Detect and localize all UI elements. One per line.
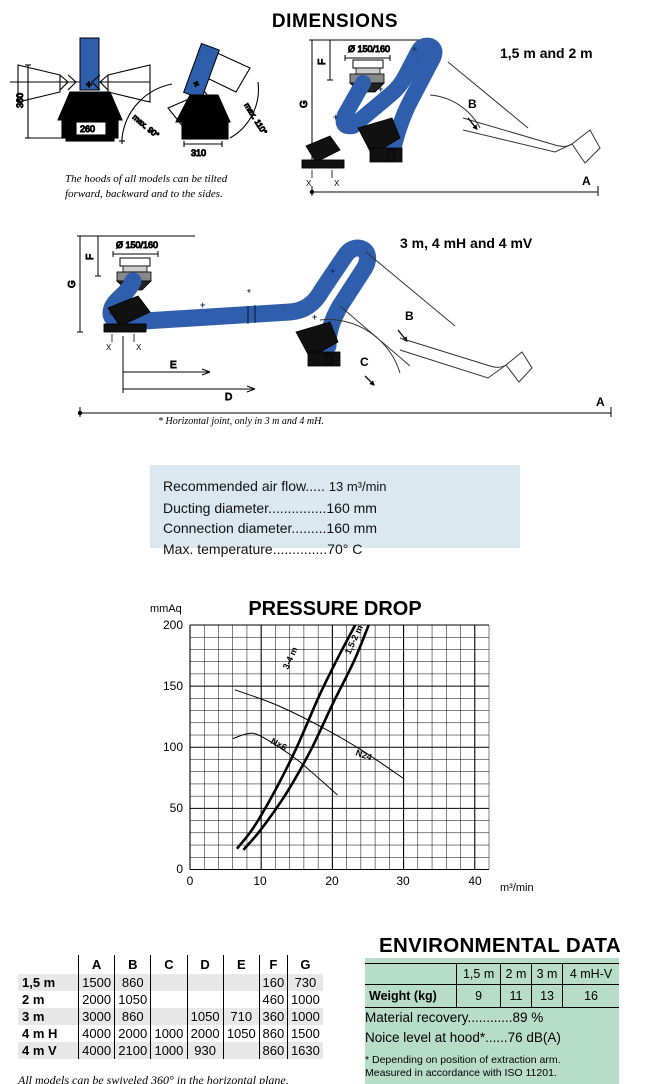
svg-text:X: X <box>306 179 312 188</box>
svg-text:260: 260 <box>80 124 95 134</box>
svg-text:N×6: N×6 <box>269 736 288 753</box>
svg-text:X: X <box>136 343 142 352</box>
svg-text:50: 50 <box>170 801 184 815</box>
svg-text:D: D <box>225 392 232 403</box>
svg-text:10: 10 <box>253 874 267 888</box>
svg-text:C: C <box>360 355 369 369</box>
svg-text:Ø 150/160: Ø 150/160 <box>348 44 390 54</box>
svg-text:+: + <box>312 312 317 322</box>
svg-text:1,5 m and 2 m: 1,5 m and 2 m <box>500 45 593 61</box>
svg-text:X: X <box>334 179 340 188</box>
svg-text:200: 200 <box>163 618 183 632</box>
svg-text:+: + <box>412 44 417 54</box>
svg-text:360: 360 <box>15 93 25 108</box>
svg-text:30: 30 <box>396 874 410 888</box>
svg-text:A: A <box>582 174 591 188</box>
svg-text:100: 100 <box>163 740 183 754</box>
svg-text:X: X <box>106 343 112 352</box>
svg-text:A: A <box>596 395 605 409</box>
svg-text:G: G <box>299 100 310 108</box>
svg-text:* Horizontal joint, only in 3: * Horizontal joint, only in 3 m and 4 mH… <box>158 416 324 427</box>
svg-text:310: 310 <box>191 148 206 158</box>
svg-text:G: G <box>67 280 78 288</box>
svg-text:3 m, 4 mH and 4 mV: 3 m, 4 mH and 4 mV <box>400 235 533 251</box>
svg-text:B: B <box>468 97 477 111</box>
svg-text:+: + <box>86 80 92 91</box>
svg-text:20: 20 <box>325 874 339 888</box>
svg-text:mmAq: mmAq <box>150 603 182 615</box>
svg-text:forward, backward and to the s: forward, backward and to the sides. <box>65 188 223 200</box>
svg-text:N24: N24 <box>354 747 373 762</box>
svg-text:*: * <box>247 288 251 299</box>
svg-text:3-4 m: 3-4 m <box>281 645 300 671</box>
svg-text:+: + <box>378 84 383 94</box>
svg-text:E: E <box>170 360 177 371</box>
svg-text:max. 90°: max. 90° <box>131 113 161 140</box>
svg-text:+: + <box>330 266 335 276</box>
svg-text:F: F <box>317 59 328 65</box>
svg-text:0: 0 <box>187 874 194 888</box>
svg-text:150: 150 <box>163 679 183 693</box>
svg-text:+: + <box>200 300 205 310</box>
svg-text:B: B <box>405 309 414 323</box>
svg-text:40: 40 <box>468 874 482 888</box>
svg-text:+: + <box>333 112 338 122</box>
svg-text:Ø 150/160: Ø 150/160 <box>116 240 158 250</box>
svg-text:F: F <box>85 254 96 260</box>
svg-text:m³/min: m³/min <box>500 882 534 894</box>
svg-text:The hoods of all models can be: The hoods of all models can be tilted <box>65 173 228 185</box>
svg-text:0: 0 <box>176 862 183 876</box>
